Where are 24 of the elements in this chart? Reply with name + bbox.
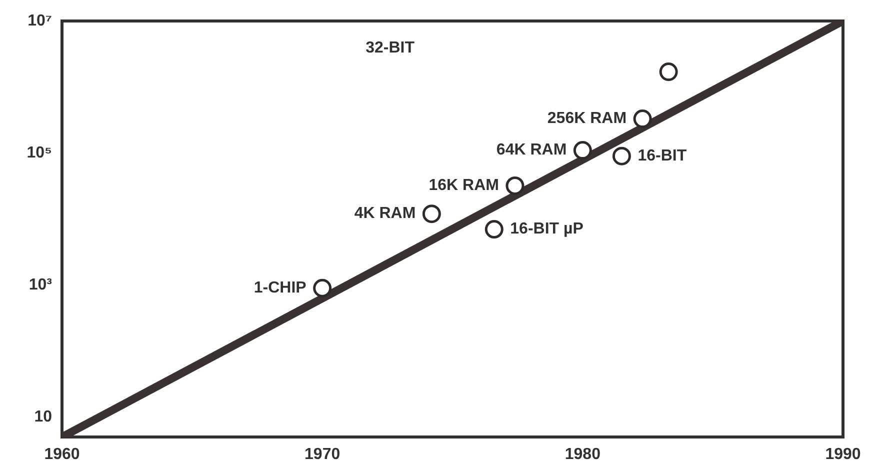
x-tick-label: 1990 — [825, 446, 861, 464]
x-tick-label: 1970 — [304, 446, 340, 464]
y-tick-label: 10⁵ — [26, 144, 52, 162]
x-tick-label: 1960 — [44, 446, 80, 464]
annotation: 64K RAM — [496, 142, 567, 159]
annotation: 32-BIT — [366, 39, 415, 56]
annotation: 16-BIT — [638, 147, 687, 164]
annotation: 16-BIT µP — [510, 220, 584, 238]
point — [612, 146, 631, 166]
annotation: 4K RAM — [354, 205, 416, 222]
point — [506, 176, 524, 195]
point — [422, 204, 441, 224]
x-tick-label: 1980 — [564, 446, 601, 464]
y-tick-label: 10⁷ — [28, 12, 52, 30]
annotation: 256K RAM — [547, 110, 627, 128]
point — [573, 141, 592, 160]
point — [313, 278, 332, 298]
point — [633, 110, 652, 128]
point — [484, 220, 504, 239]
annotation: 1-CHIP — [254, 280, 307, 297]
annotation: 16K RAM — [428, 177, 499, 194]
point — [659, 62, 678, 82]
y-tick-label: 10³ — [28, 276, 52, 294]
y-tick-label: 10 — [34, 408, 52, 426]
